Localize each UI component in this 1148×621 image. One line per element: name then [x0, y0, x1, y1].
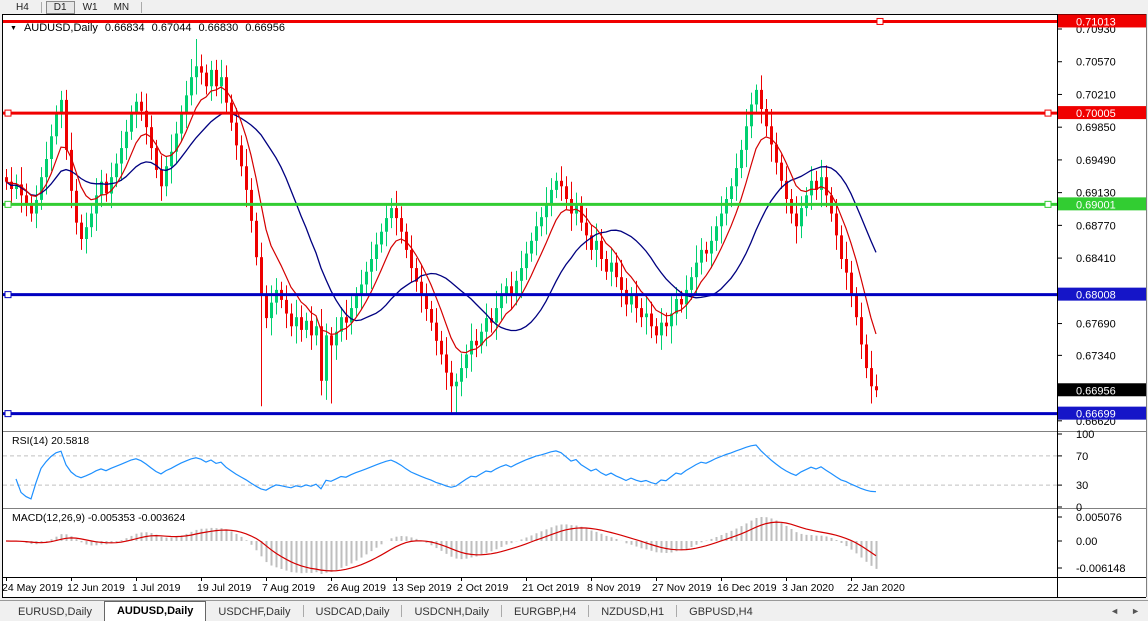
timeframe-toolbar: H4 D1 W1 MN — [0, 0, 1148, 14]
price-tick-label: 0.67690 — [1076, 319, 1116, 331]
macd-indicator-label: MACD(12,26,9) -0.005353 -0.003624 — [12, 512, 186, 524]
rsi-tick-label: 100 — [1076, 429, 1094, 441]
price-badge-label: 0.66956 — [1076, 385, 1116, 397]
date-tick-label: 1 Jul 2019 — [132, 582, 181, 594]
price-badge — [1058, 14, 1146, 28]
rsi-pane — [3, 444, 1057, 500]
price-badge — [1058, 287, 1146, 301]
level-handle[interactable] — [4, 200, 12, 208]
ohlc-open: 0.66834 — [104, 22, 145, 34]
tab-separator — [676, 605, 678, 617]
date-tick-label: 7 Aug 2019 — [262, 582, 315, 594]
price-badge-label: 0.71013 — [1076, 16, 1116, 28]
date-tick-label: 3 Jan 2020 — [782, 582, 834, 594]
chart-tab-nzdusd[interactable]: NZDUSD,H1 — [601, 606, 665, 618]
date-tick-label: 12 Jun 2019 — [67, 582, 125, 594]
price-tick-label: 0.68410 — [1076, 253, 1116, 265]
level-handle[interactable] — [4, 410, 12, 418]
price-badge — [1058, 106, 1146, 120]
chart-tab-eurgbp[interactable]: EURGBP,H4 — [514, 606, 577, 618]
macd-pane — [5, 517, 878, 574]
rsi-tick-label: 30 — [1076, 480, 1088, 492]
level-handle[interactable] — [1044, 109, 1052, 117]
price-badge-label: 0.68008 — [1076, 290, 1116, 302]
ohlc-close: 0.66956 — [245, 22, 285, 34]
chart-tab-gbpusd[interactable]: GBPUSD,H4 — [689, 606, 753, 618]
price-tick-label: 0.68770 — [1076, 220, 1116, 232]
chart-tab-audusd[interactable]: AUDUSD,Daily — [103, 601, 207, 621]
macd-tick-label: -0.006148 — [1076, 563, 1126, 575]
date-tick-label: 19 Jul 2019 — [197, 582, 251, 594]
date-tick-label: 22 Jan 2020 — [847, 582, 905, 594]
level-handle[interactable] — [1044, 200, 1052, 208]
timeframe-button-w1[interactable]: W1 — [82, 1, 98, 13]
rsi-tick-label: 0 — [1076, 502, 1082, 514]
rsi-indicator-label: RSI(14) 20.5818 — [12, 435, 90, 447]
price-badge — [1058, 383, 1146, 397]
tab-scroll-nav: ◄ ► — [1110, 606, 1140, 616]
toolbar-separator — [40, 1, 42, 13]
chart-tab-usdcad[interactable]: USDCAD,Daily — [315, 606, 390, 618]
chevron-down-icon[interactable]: ▼ — [10, 24, 17, 32]
date-tick-label: 16 Dec 2019 — [717, 582, 777, 594]
price-tick-label: 0.69130 — [1076, 188, 1116, 200]
timeframe-button-d1[interactable]: D1 — [45, 0, 75, 14]
macd-tick-label: 0.00 — [1076, 536, 1097, 548]
price-badge-label: 0.66699 — [1076, 409, 1116, 421]
timeframe-button-mn[interactable]: MN — [113, 1, 130, 13]
toolbar-separator — [141, 1, 143, 13]
chart-header: ▼ AUDUSD,Daily 0.66834 0.67044 0.66830 0… — [10, 22, 285, 34]
tab-separator — [588, 605, 590, 617]
tab-separator — [302, 605, 304, 617]
level-handle[interactable] — [4, 291, 12, 299]
ma-slow-line — [5, 112, 877, 332]
timeframe-button-h4[interactable]: H4 — [16, 1, 29, 13]
date-tick-label: 27 Nov 2019 — [652, 582, 712, 594]
price-tick-label: 0.67340 — [1076, 350, 1116, 362]
price-tick-label: 0.69850 — [1076, 122, 1116, 134]
candles-layer — [5, 38, 878, 414]
tab-separator — [501, 605, 503, 617]
ma-fast-line — [5, 86, 877, 354]
price-badge-label: 0.70005 — [1076, 108, 1116, 120]
rsi-tick-label: 70 — [1076, 451, 1088, 463]
level-handle[interactable] — [876, 17, 884, 25]
chart-tab-usdchf[interactable]: USDCHF,Daily — [218, 606, 291, 618]
tab-scroll-right-icon[interactable]: ► — [1131, 606, 1140, 616]
level-handle[interactable] — [4, 109, 12, 117]
price-badge — [1058, 406, 1146, 420]
tab-separator — [401, 605, 403, 617]
ohlc-high: 0.67044 — [151, 22, 192, 34]
date-tick-label: 8 Nov 2019 — [587, 582, 641, 594]
date-tick-label: 13 Sep 2019 — [392, 582, 452, 594]
ohlc-low: 0.66830 — [198, 22, 239, 34]
date-tick-label: 21 Oct 2019 — [522, 582, 579, 594]
chart-tab-usdcnh[interactable]: USDCNH,Daily — [414, 606, 490, 618]
price-badge — [1058, 197, 1146, 211]
price-badge-label: 0.69001 — [1076, 199, 1116, 211]
price-tick-label: 0.70210 — [1076, 89, 1116, 101]
date-tick-label: 24 May 2019 — [2, 582, 63, 594]
date-tick-label: 26 Aug 2019 — [327, 582, 386, 594]
price-tick-label: 0.69490 — [1076, 155, 1116, 167]
date-tick-label: 2 Oct 2019 — [457, 582, 509, 594]
price-tick-label: 0.70570 — [1076, 57, 1116, 69]
symbol-tabbar: EURUSD,Daily AUDUSD,Daily USDCHF,Daily USDC… — [0, 600, 1148, 621]
macd-tick-label: 0.005076 — [1076, 512, 1122, 524]
tab-scroll-left-icon[interactable]: ◄ — [1110, 606, 1120, 616]
chart-tab-eurusd[interactable]: EURUSD,Daily — [18, 606, 92, 618]
symbol-title: AUDUSD,Daily — [23, 22, 98, 34]
